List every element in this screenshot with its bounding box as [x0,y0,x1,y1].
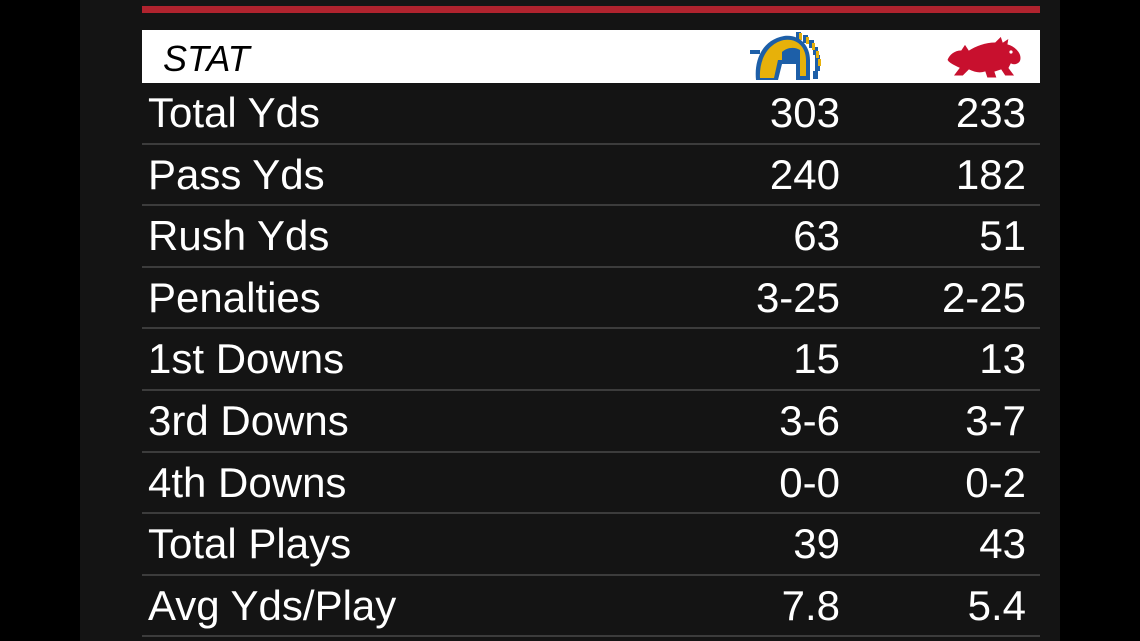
stat-label: Total Plays [148,520,352,568]
team2-value: 5.4 [967,581,1026,629]
table-row: Avg Yds/Play 7.8 5.4 [142,575,1040,638]
stat-label: Penalties [148,273,321,321]
accent-bar [142,6,1040,13]
team1-value: 39 [793,520,840,568]
table-row: Rush Yds 63 51 [142,206,1040,268]
table-row: Pass Yds 240 182 [142,144,1040,207]
team2-value: 43 [979,520,1026,568]
left-band [0,0,80,641]
stat-label: Pass Yds [148,150,325,198]
table-header: STAT [142,30,1040,83]
team1-value: 3-6 [779,396,840,444]
stats-table: STAT [142,30,1040,638]
stat-label: 3rd Downs [148,396,349,444]
team2-value: 13 [979,335,1026,383]
right-band [1060,0,1140,641]
team1-value: 3-25 [755,273,840,321]
top-strip [142,0,1040,6]
table-row: Penalties 3-25 2-25 [142,267,1040,330]
stat-label: Rush Yds [148,212,330,260]
table-row: 4th Downs 0-0 0-2 [142,452,1040,515]
team1-value: 63 [793,212,840,260]
stat-label: 1st Downs [148,335,345,383]
team2-value: 0-2 [965,458,1026,506]
table-row: 1st Downs 15 13 [142,329,1040,391]
table-row: Total Plays 39 43 [142,514,1040,576]
team1-value: 7.8 [781,581,840,629]
team1-value: 0-0 [779,458,840,506]
team2-value: 2-25 [941,273,1026,321]
team2-value: 182 [955,150,1026,198]
stat-column-header: STAT [163,38,250,79]
stat-label: Total Yds [148,89,320,136]
stat-label: 4th Downs [148,458,347,506]
stat-label: Avg Yds/Play [148,581,397,629]
table-row: 3rd Downs 3-6 3-7 [142,390,1040,453]
arkansas-razorbacks-logo-icon [946,35,1022,79]
team2-value: 3-7 [965,396,1026,444]
team1-value: 240 [769,150,840,198]
team2-value: 233 [955,89,1026,136]
team2-value: 51 [979,212,1026,260]
team1-value: 303 [769,89,840,136]
team1-value: 15 [793,335,840,383]
sjsu-spartans-logo-icon [750,32,821,80]
table-row: Total Yds 303 233 [142,83,1040,145]
